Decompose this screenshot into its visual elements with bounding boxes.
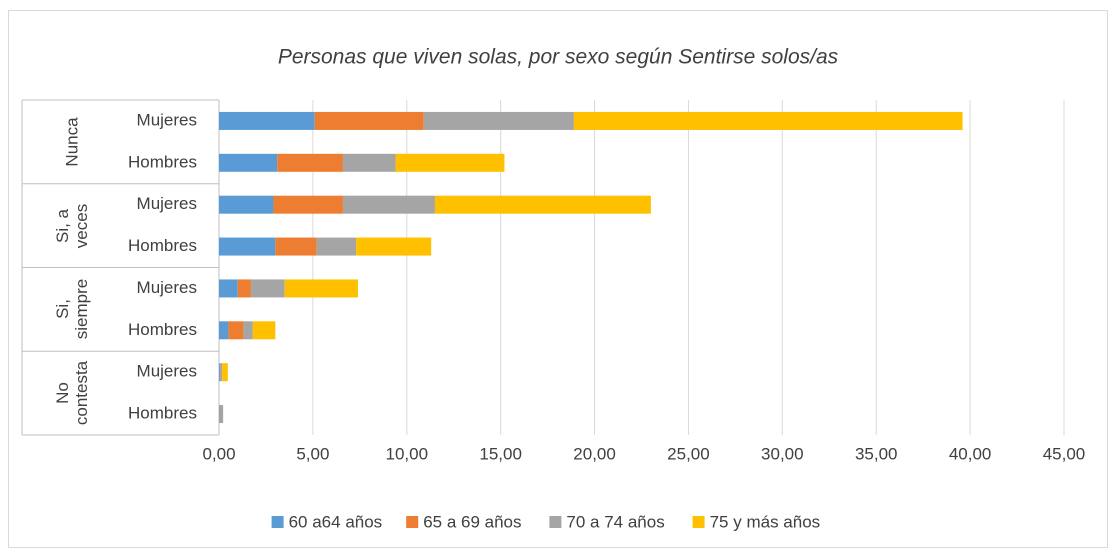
bar-segment — [434, 195, 651, 214]
y-tick-label: Mujeres — [137, 110, 197, 129]
bar-segment — [219, 153, 278, 172]
x-tick-label: 35,00 — [855, 444, 898, 463]
x-tick-label: 5,00 — [296, 444, 329, 463]
bar-segment — [284, 279, 358, 298]
y-tick-label: Hombres — [128, 320, 197, 339]
bar-segment — [316, 237, 357, 256]
y-tick-label: Mujeres — [137, 278, 197, 297]
y-tick-label: Mujeres — [137, 194, 197, 213]
legend-label: 75 y más años — [710, 512, 821, 531]
legend-label: 60 a64 años — [289, 512, 383, 531]
y-tick-label: Hombres — [128, 236, 197, 255]
bar-segment — [573, 111, 963, 130]
y-tick-label: Hombres — [128, 152, 197, 171]
x-tick-label: 30,00 — [761, 444, 804, 463]
legend-swatch — [406, 516, 419, 528]
x-tick-label: 10,00 — [386, 444, 429, 463]
bar-segment — [219, 321, 229, 340]
legend-swatch — [271, 516, 284, 528]
bar-segment — [423, 111, 574, 130]
bar-segment — [220, 363, 223, 382]
bar-segment — [219, 237, 276, 256]
group-label: No contesta — [53, 361, 91, 426]
x-tick-label: 40,00 — [949, 444, 992, 463]
bar-segment — [275, 237, 317, 256]
bar-segment — [314, 111, 424, 130]
bar-segment — [252, 321, 276, 340]
bar-segment — [250, 279, 285, 298]
chart-title: Personas que viven solas, por sexo según… — [278, 46, 839, 69]
bar-segment — [222, 363, 228, 382]
bar-segment — [219, 363, 220, 382]
bar-segment — [219, 405, 224, 424]
group-label: Si, a veces — [53, 203, 91, 248]
bar-segment — [243, 321, 253, 340]
bar-segment — [219, 111, 315, 130]
legend-swatch — [692, 516, 705, 528]
bar-segment — [342, 153, 396, 172]
y-tick-label: Mujeres — [137, 362, 197, 381]
bar-segment — [395, 153, 505, 172]
legend-swatch — [549, 516, 562, 528]
bar-segment — [228, 321, 244, 340]
bar-segment — [219, 279, 238, 298]
group-label: Nunca — [62, 117, 82, 167]
bar-segment — [273, 195, 343, 214]
bar-segment — [277, 153, 343, 172]
bar-segment — [356, 237, 432, 256]
x-tick-label: 0,00 — [202, 444, 235, 463]
group-label: Si, siempre — [53, 279, 91, 340]
x-tick-label: 20,00 — [573, 444, 616, 463]
legend-label: 65 a 69 años — [423, 512, 521, 531]
bar-segment — [219, 195, 274, 214]
x-tick-label: 25,00 — [667, 444, 710, 463]
x-tick-label: 15,00 — [479, 444, 522, 463]
bar-segment — [342, 195, 435, 214]
bar-segment — [237, 279, 251, 298]
legend-label: 70 a 74 años — [566, 512, 664, 531]
x-tick-label: 45,00 — [1043, 444, 1086, 463]
y-tick-label: Hombres — [128, 404, 197, 423]
